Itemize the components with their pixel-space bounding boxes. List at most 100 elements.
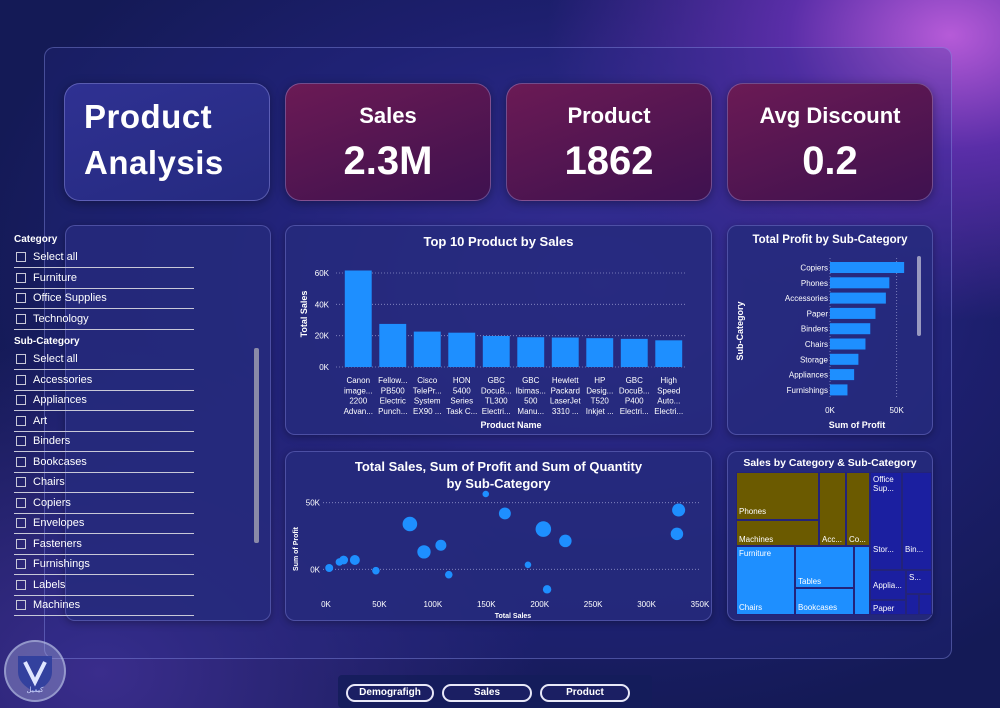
checkbox[interactable] (16, 395, 26, 405)
slicer-item-label: Binders (33, 435, 71, 447)
x-tick-label: 3310 ... (552, 407, 579, 416)
x-tick-label: Task C... (446, 407, 477, 416)
y-tick-label: Furnishings (787, 386, 828, 395)
checkbox[interactable] (16, 518, 26, 528)
treemap-cell-label: Stor... (873, 545, 894, 554)
nav-button-product[interactable]: Product (540, 684, 630, 702)
checkbox[interactable] (16, 559, 26, 569)
kpi-label: Avg Discount (759, 103, 901, 128)
subcategory-option-accessories[interactable]: Accessories (14, 370, 194, 391)
kpi-value: 0.2 (802, 139, 858, 183)
treemap-cell-label: S... (909, 573, 922, 582)
treemap-cell-accessories[interactable]: Acc... (819, 472, 846, 546)
category-option-select-all[interactable]: Select all (14, 247, 194, 268)
scatter-point (524, 561, 532, 569)
checkbox[interactable] (16, 293, 26, 303)
kpi-card-product: Product 1862 (506, 83, 712, 201)
x-tick-label: Inkjet ... (586, 407, 614, 416)
bar (655, 340, 683, 367)
x-axis-label: Product Name (480, 420, 541, 430)
checkbox[interactable] (16, 538, 26, 549)
bar (830, 338, 866, 350)
category-option-furniture[interactable]: Furniture (14, 268, 194, 289)
bar (517, 337, 545, 367)
subcategory-option-bookcases[interactable]: Bookcases (14, 452, 194, 473)
checkbox[interactable] (16, 436, 26, 446)
checkbox[interactable] (16, 252, 26, 262)
x-tick-label: GBC (626, 376, 644, 385)
treemap-cell-storage[interactable]: S... (906, 570, 932, 594)
treemap-cell-tables[interactable]: Tables (795, 546, 854, 588)
x-tick-label: GBC (522, 376, 540, 385)
bar (830, 292, 886, 304)
treemap-cell-paper[interactable]: Paper (870, 600, 906, 615)
scatter-point (339, 555, 349, 565)
x-tick-label: Speed (657, 386, 680, 395)
x-tick-label: PB500 (381, 386, 406, 395)
subcategory-option-copiers[interactable]: Copiers (14, 493, 194, 514)
checkbox[interactable] (16, 374, 26, 385)
y-tick-label: 0K (319, 363, 329, 372)
category-option-technology[interactable]: Technology (14, 309, 194, 330)
subcategory-option-fasteners[interactable]: Fasteners (14, 534, 194, 555)
y-tick-label: Chairs (805, 340, 828, 349)
slicer-item-label: Furnishings (33, 558, 90, 570)
treemap-cell-furniture-other[interactable] (854, 546, 870, 615)
checkbox[interactable] (16, 600, 26, 610)
x-tick-label: High (661, 376, 677, 385)
treemap-cell-label: Machines (739, 535, 774, 544)
checkbox[interactable] (16, 497, 26, 508)
slicer-item-label: Appliances (33, 394, 87, 406)
treemap-cell-binders[interactable]: Bin... (902, 472, 932, 570)
y-axis-label: Total Sales (299, 291, 309, 338)
treemap-cell-phones[interactable]: Phones (736, 472, 819, 520)
subcategory-option-machines[interactable]: Machines (14, 595, 194, 616)
slicer-scrollbar[interactable] (254, 348, 259, 543)
x-tick-label: Manu... (517, 407, 544, 416)
treemap-cell-appliances[interactable]: Applia... (870, 570, 906, 600)
checkbox[interactable] (16, 354, 26, 364)
checkbox[interactable] (16, 477, 26, 487)
category-option-office-supplies[interactable]: Office Supplies (14, 288, 194, 309)
checkbox[interactable] (16, 579, 26, 590)
x-tick-label: 250K (584, 600, 603, 609)
subcategory-option-furnishings[interactable]: Furnishings (14, 554, 194, 575)
nav-button-sales[interactable]: Sales (442, 684, 532, 702)
bar (551, 337, 579, 367)
subcategory-option-select-all[interactable]: Select all (14, 349, 194, 370)
checkbox[interactable] (16, 272, 26, 283)
treemap-cell-machines[interactable]: Machines (736, 520, 819, 546)
chart-title: Total Profit by Sub-Category (752, 234, 908, 246)
treemap-cell-small-b[interactable] (919, 594, 932, 615)
subcategory-option-labels[interactable]: Labels (14, 575, 194, 596)
scatter-point (402, 516, 418, 532)
x-tick-label: 150K (477, 600, 496, 609)
x-tick-label: Advan... (344, 407, 373, 416)
checkbox[interactable] (16, 313, 26, 324)
x-tick-label: Hewlett (552, 376, 579, 385)
logo-text: كيميل (26, 687, 44, 694)
scatter-point (349, 555, 360, 565)
treemap-panel: Sales by Category & Sub-Category Technol… (727, 451, 933, 621)
treemap-cell-small-a[interactable] (906, 594, 919, 615)
subcategory-option-envelopes[interactable]: Envelopes (14, 513, 194, 534)
y-tick-label: 60K (315, 269, 330, 278)
subcategory-option-chairs[interactable]: Chairs (14, 472, 194, 493)
treemap-cell-furniture[interactable]: Furniture Chairs (736, 546, 795, 615)
subcategory-option-appliances[interactable]: Appliances (14, 390, 194, 411)
subcategory-option-art[interactable]: Art (14, 411, 194, 432)
x-tick-label: Desig... (586, 386, 613, 395)
treemap-cell-copiers[interactable]: Co... (846, 472, 870, 546)
x-tick-label: TL300 (485, 397, 508, 406)
x-tick-label: 500 (524, 397, 538, 406)
slicer-item-label: Art (33, 414, 48, 427)
checkbox[interactable] (16, 415, 26, 426)
treemap-cell-office-supplies[interactable]: Office Sup... Stor... (870, 472, 902, 570)
x-tick-label: T520 (591, 397, 610, 406)
treemap-cell-bookcases[interactable]: Bookcases (795, 588, 854, 615)
x-tick-label: image... (344, 386, 372, 395)
checkbox[interactable] (16, 456, 26, 467)
nav-button-demografigh[interactable]: Demografigh (346, 684, 434, 702)
subcategory-option-binders[interactable]: Binders (14, 431, 194, 452)
x-tick-label: 50K (372, 600, 387, 609)
